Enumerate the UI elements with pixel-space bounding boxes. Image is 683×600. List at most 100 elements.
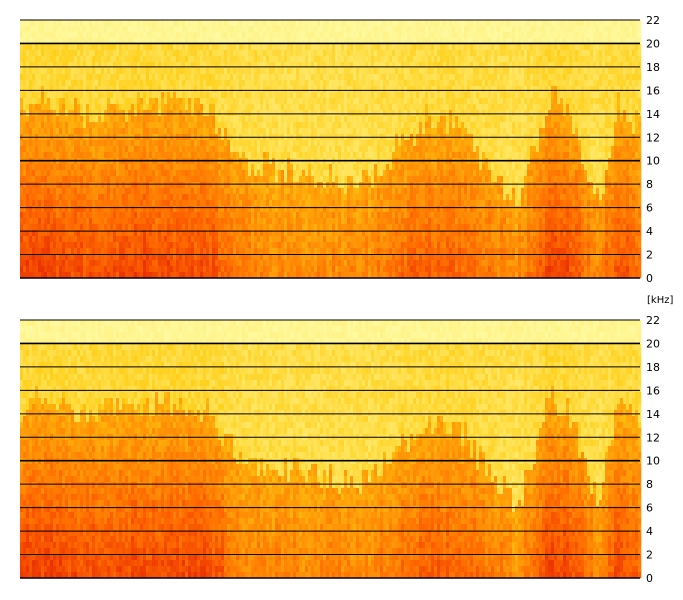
spectrogram-cell: [155, 68, 159, 75]
spectrogram-cell: [332, 230, 336, 237]
spectrogram-cell: [101, 248, 105, 255]
spectrogram-cell: [335, 50, 339, 57]
spectrogram-cell: [77, 194, 81, 201]
spectrogram-cell: [362, 212, 366, 219]
spectrogram-cell: [227, 230, 231, 237]
spectrogram-cell: [368, 62, 372, 69]
spectrogram-cell: [77, 176, 81, 183]
spectrogram-cell: [152, 182, 156, 189]
spectrogram-cell: [185, 92, 189, 99]
spectrogram-cell: [287, 74, 291, 81]
spectrogram-cell: [167, 68, 171, 75]
spectrogram-cell: [314, 194, 318, 201]
spectrogram-cell: [221, 212, 225, 219]
spectrogram-cell: [50, 38, 54, 45]
spectrogram-cell: [137, 122, 141, 129]
spectrogram-cell: [35, 92, 39, 99]
spectrogram-cell: [359, 44, 363, 51]
spectrogram-cell: [212, 254, 216, 261]
spectrogram-cell: [125, 26, 129, 33]
spectrogram-cell: [275, 164, 279, 171]
spectrogram-cell: [320, 26, 324, 33]
spectrogram-cell: [149, 62, 153, 69]
spectrogram-cell: [20, 254, 24, 261]
spectrogram-cell: [74, 128, 78, 135]
spectrogram-cell: [143, 224, 147, 231]
spectrogram-cell: [188, 218, 192, 225]
spectrogram-cell: [149, 164, 153, 171]
spectrogram-cell: [326, 236, 330, 243]
spectrogram-cell: [200, 176, 204, 183]
spectrogram-cell: [41, 242, 45, 249]
spectrogram-cell: [32, 140, 36, 147]
spectrogram-cell: [362, 56, 366, 63]
spectrogram-cell: [185, 110, 189, 117]
spectrogram-cell: [32, 218, 36, 225]
spectrogram-cell: [290, 56, 294, 63]
spectrogram-cell: [302, 254, 306, 261]
spectrogram-cell: [308, 38, 312, 45]
spectrogram-cell: [329, 26, 333, 33]
spectrogram-cell: [299, 86, 303, 93]
spectrogram-cell: [242, 20, 246, 27]
spectrogram-cell: [308, 182, 312, 189]
spectrogram-cell: [65, 200, 69, 207]
spectrogram-cell: [176, 242, 180, 249]
spectrogram-cell: [68, 224, 72, 231]
spectrogram-cell: [206, 44, 210, 51]
spectrogram-cell: [275, 200, 279, 207]
spectrogram-cell: [149, 86, 153, 93]
spectrogram-cell: [272, 140, 276, 147]
spectrogram-cell: [95, 182, 99, 189]
spectrogram-cell: [167, 242, 171, 249]
spectrogram-cell: [47, 140, 51, 147]
spectrogram-cell: [323, 170, 327, 177]
spectrogram-cell: [290, 164, 294, 171]
spectrogram-cell: [101, 182, 105, 189]
spectrogram-cell: [353, 50, 357, 57]
spectrogram-cell: [350, 242, 354, 249]
spectrogram-cell: [161, 266, 165, 273]
spectrogram-cell: [224, 266, 228, 273]
spectrogram-cell: [92, 272, 96, 279]
spectrogram-cell: [296, 104, 300, 111]
spectrogram-cell: [242, 140, 246, 147]
spectrogram-cell: [83, 206, 87, 213]
spectrogram-cell: [251, 194, 255, 201]
spectrogram-cell: [239, 56, 243, 63]
spectrogram-cell: [233, 152, 237, 159]
spectrogram-cell: [254, 224, 258, 231]
spectrogram-cell: [353, 86, 357, 93]
spectrogram-cell: [74, 242, 78, 249]
spectrogram-cell: [107, 194, 111, 201]
spectrogram-cell: [245, 86, 249, 93]
spectrogram-cell: [239, 272, 243, 279]
spectrogram-cell: [92, 212, 96, 219]
spectrogram-cell: [290, 242, 294, 249]
spectrogram-cell: [356, 74, 360, 81]
spectrogram-cell: [248, 140, 252, 147]
spectrogram-cell: [362, 104, 366, 111]
spectrogram-cell: [35, 224, 39, 231]
spectrogram-cell: [152, 218, 156, 225]
spectrogram-cell: [35, 254, 39, 261]
spectrogram-cell: [149, 206, 153, 213]
spectrogram-cell: [248, 188, 252, 195]
spectrogram-cell: [356, 110, 360, 117]
spectrogram-cell: [122, 248, 126, 255]
spectrogram-cell: [323, 122, 327, 129]
spectrogram-cell: [323, 80, 327, 87]
spectrogram-cell: [65, 32, 69, 39]
spectrogram-cell: [218, 56, 222, 63]
spectrogram-cell: [32, 128, 36, 135]
spectrogram-cell: [170, 140, 174, 147]
spectrogram-cell: [353, 38, 357, 45]
spectrogram-cell: [77, 128, 81, 135]
spectrogram-cell: [110, 122, 114, 129]
spectrogram-cell: [128, 80, 132, 87]
spectrogram-cell: [242, 152, 246, 159]
spectrogram-cell: [161, 98, 165, 105]
spectrogram-cell: [56, 98, 60, 105]
spectrogram-cell: [191, 104, 195, 111]
spectrogram-cell: [125, 62, 129, 69]
